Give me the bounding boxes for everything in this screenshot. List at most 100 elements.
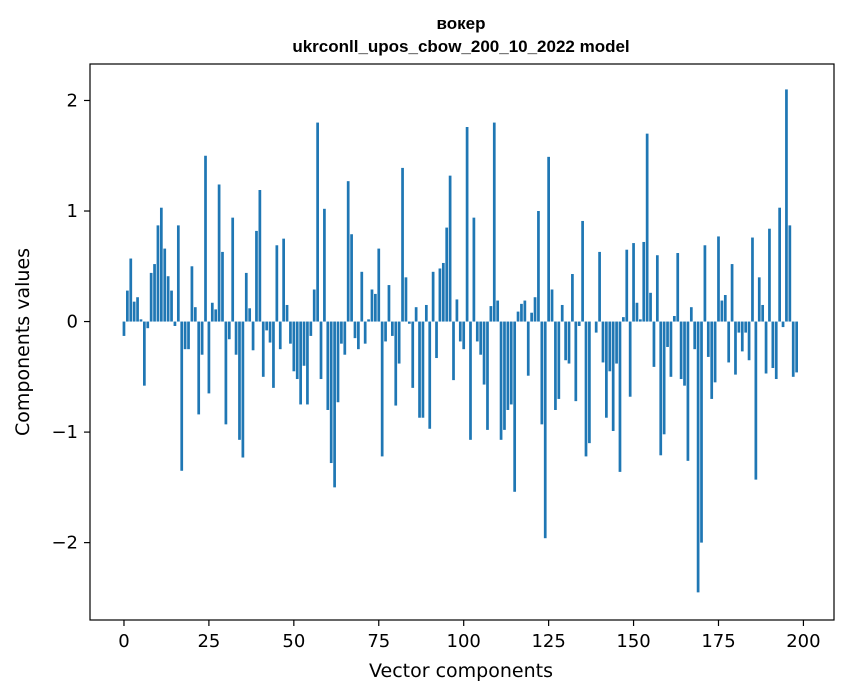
bar [764,321,768,374]
y-axis-ticks: −2 −1 0 1 2 [51,90,90,554]
bar [567,321,571,364]
bar [791,321,795,377]
bar [278,321,282,350]
x-tick-label: 0 [118,631,129,652]
bar [479,321,483,355]
y-tick-label: 0 [67,312,78,333]
bar [227,321,231,340]
bar [143,321,146,386]
bar [509,321,513,405]
chart-title-line1: вокер [437,14,486,33]
bar [635,302,639,322]
bar [537,211,540,322]
bar [384,321,387,342]
bar [183,321,187,350]
y-tick-label: 1 [67,201,78,222]
y-axis-label: Components values [12,248,34,436]
bar [404,277,408,322]
bar [448,175,452,322]
bar [299,321,302,405]
bar [343,321,347,355]
bar [394,321,398,406]
bar [523,300,527,322]
y-tick-label: −1 [51,422,78,443]
bar [452,321,455,381]
bar [374,293,377,322]
bar [458,321,462,342]
bar [679,321,683,380]
y-tick-label: −2 [51,533,78,554]
bar [744,321,748,333]
bar [153,264,156,322]
bar [159,207,163,322]
bar [713,321,717,383]
bar [700,321,703,543]
bar [628,321,632,397]
bar [751,237,754,322]
bar [622,317,625,322]
bar [462,321,466,350]
bar [740,321,744,352]
bar [574,321,578,402]
bar [513,321,517,492]
bar [350,234,353,322]
bar [615,321,618,364]
bar [672,316,676,322]
bar [547,156,550,322]
bar [526,321,530,376]
bar [163,248,167,322]
bar [418,321,421,418]
bar [465,127,469,322]
bar [605,321,608,418]
bar [727,321,731,363]
bar [397,321,401,364]
bar [190,266,194,322]
bar [652,321,656,367]
bar [720,300,724,322]
bar [340,321,343,344]
bar [302,321,306,366]
bar [693,321,697,350]
bar [316,122,319,322]
bar [149,272,153,322]
x-tick-label: 200 [786,631,820,652]
bar [530,312,533,322]
bar [170,290,173,322]
bar [377,248,381,322]
bar [577,321,581,326]
bar [662,321,666,435]
bar [564,321,567,361]
bar [441,262,445,322]
bar [560,304,564,322]
bar [207,321,211,394]
bar [329,321,333,464]
x-tick-label: 175 [701,631,735,652]
bar [122,321,126,336]
bar [370,289,374,322]
bar [255,230,258,322]
bar [323,208,326,322]
bar [795,321,798,373]
bar [659,321,663,456]
bar [788,225,792,322]
bar [312,289,316,322]
bar [251,321,255,351]
bar [611,321,615,431]
bar [357,321,360,350]
bar [268,321,272,343]
bar [639,319,642,322]
bar [292,321,296,372]
bar [645,133,649,322]
bar [387,285,391,322]
bar [265,321,269,331]
bar [401,167,404,322]
bar [333,321,336,488]
bar [129,258,133,322]
bar [669,321,673,377]
bar [326,321,330,410]
bar [126,290,129,322]
bar [489,306,493,322]
bar [367,319,370,322]
bar [686,321,690,461]
